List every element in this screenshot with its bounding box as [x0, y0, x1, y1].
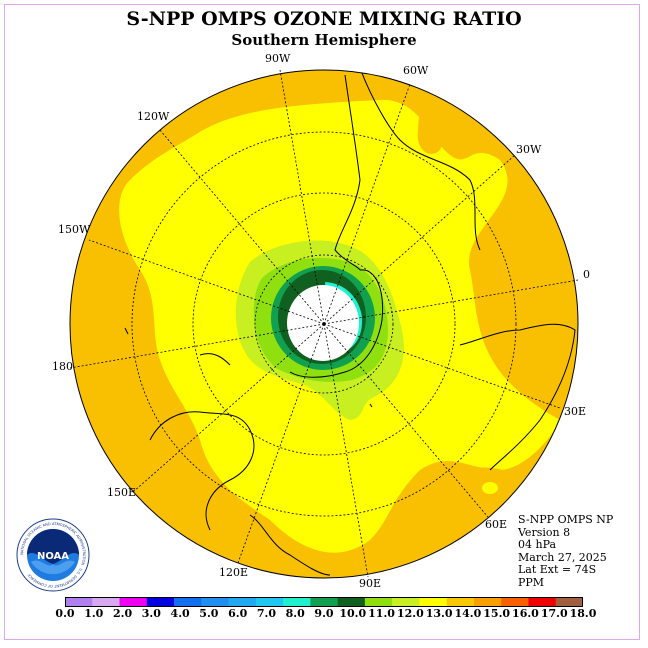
latitude-circle-20s [131, 131, 517, 517]
colorbar-tick-label: 0.0 [55, 607, 75, 620]
colorbar-tick-label: 10.0 [339, 607, 367, 620]
colorbar-swatch-18 [555, 597, 583, 607]
colorbar-tick-label: 3.0 [141, 607, 161, 620]
ozone-spot [482, 482, 498, 494]
colorbar-swatch-1 [92, 597, 120, 607]
meridian-150w [88, 239, 325, 325]
meridian-60w [323, 83, 411, 325]
colorbar-tick-label: 13.0 [425, 607, 453, 620]
meridian-90w [279, 69, 325, 325]
colorbar-tick-label: 5.0 [199, 607, 219, 620]
colorbar-swatch-4 [174, 597, 202, 607]
colorbar-swatch-12 [392, 597, 420, 607]
colorbar-swatch-17 [528, 597, 557, 607]
map-boundary [69, 69, 579, 579]
lon-label-30w: 30W [516, 143, 542, 156]
colorbar-swatch-7 [255, 597, 284, 607]
colorbar-swatch-10 [337, 597, 366, 607]
colorbar-swatch-6 [228, 597, 257, 607]
colorbar-tick-label: 11.0 [368, 607, 395, 620]
noaa-logo-text: NOAA [37, 551, 69, 562]
colorbar-swatch-9 [310, 597, 338, 607]
colorbar-swatch-14 [446, 597, 475, 607]
meridian-30e [323, 323, 561, 409]
latitude-circle-40s [192, 192, 456, 456]
colorbar-tick-label: 7.0 [256, 607, 277, 620]
graticule [69, 69, 579, 578]
meridian-180 [69, 323, 325, 369]
map-subtitle: Southern Hemisphere [231, 31, 417, 49]
colorbar-tick-label: 14.0 [454, 607, 482, 620]
info-pressure: 04 hPa [518, 538, 557, 551]
lon-label-150w: 150W [58, 223, 91, 236]
colorbar-swatch-13 [419, 597, 447, 607]
meridian-30w [323, 154, 516, 325]
lon-label-120e: 120E [219, 566, 249, 579]
colorbar-tick-label: 12.0 [396, 607, 424, 620]
south-pole-marker [322, 322, 326, 326]
colorbar-tick-label: 6.0 [228, 607, 248, 620]
colorbar-tick-label: 2.0 [112, 607, 133, 620]
colorbar-swatch-2 [119, 597, 148, 607]
noaa-logo: NOAA NATIONAL OCEANIC AND ATMOSPHERIC AD… [16, 518, 90, 592]
colorbar-swatch-3 [146, 597, 175, 607]
lon-label-90w: 90W [265, 52, 291, 65]
ozone-region-orange-patch-north [417, 100, 444, 154]
info-units: PPM [518, 575, 545, 589]
lon-label-60w: 60W [403, 64, 429, 77]
colorbar-tick-label: 17.0 [540, 607, 568, 620]
colorbar-swatch-0 [65, 597, 93, 607]
map-title: S-NPP OMPS OZONE MIXING RATIO [126, 8, 522, 30]
image-frame [4, 4, 640, 640]
info-version: Version 8 [518, 525, 571, 539]
info-lat-ext: Lat Ext = 74S [518, 563, 597, 576]
info-date: March 27, 2025 [518, 550, 607, 564]
data-info-panel: S-NPP OMPS NP Version 8 04 hPa March 27,… [518, 513, 614, 589]
colorbar [65, 597, 583, 607]
colorbar-tick-label: 4.0 [170, 607, 190, 620]
colorbar-swatch-16 [501, 597, 529, 607]
lon-label-60e: 60E [485, 518, 508, 531]
lon-label-150e: 150E [107, 486, 137, 499]
lon-label-30e: 30E [564, 405, 587, 418]
coastlines [124, 70, 576, 576]
colorbar-swatch-8 [283, 597, 311, 607]
lon-label-0: 0 [583, 268, 590, 281]
colorbar-tick-label: 1.0 [84, 607, 104, 620]
lon-label-180: 180 [52, 360, 73, 373]
colorbar-tick-label: 15.0 [483, 607, 511, 620]
lon-label-120w: 120W [137, 110, 170, 123]
latitude-circle-60s [254, 254, 394, 394]
lon-label-90e: 90E [359, 577, 382, 590]
colorbar-tick-label: 9.0 [314, 607, 334, 620]
meridian-0 [323, 279, 579, 325]
colorbar-border [65, 597, 583, 607]
colorbar-swatch-11 [364, 597, 393, 607]
colorbar-tick-label: 8.0 [285, 607, 305, 620]
info-instrument: S-NPP OMPS NP [518, 513, 614, 526]
colorbar-swatch-15 [473, 597, 502, 607]
colorbar-tick-label: 18.0 [569, 607, 597, 620]
meridian-90e [323, 323, 369, 578]
colorbar-swatch-5 [201, 597, 229, 607]
colorbar-tick-label: 16.0 [512, 607, 539, 620]
